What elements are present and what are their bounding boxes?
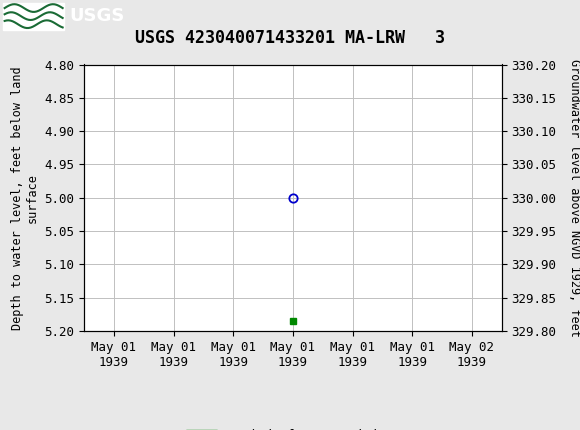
Text: USGS 423040071433201 MA-LRW   3: USGS 423040071433201 MA-LRW 3 — [135, 29, 445, 47]
Y-axis label: Depth to water level, feet below land
surface: Depth to water level, feet below land su… — [11, 66, 39, 330]
Y-axis label: Groundwater level above NGVD 1929, feet: Groundwater level above NGVD 1929, feet — [568, 59, 580, 337]
Bar — [3, 3, 64, 30]
Text: USGS: USGS — [70, 7, 125, 25]
Legend: Period of approved data: Period of approved data — [181, 424, 405, 430]
